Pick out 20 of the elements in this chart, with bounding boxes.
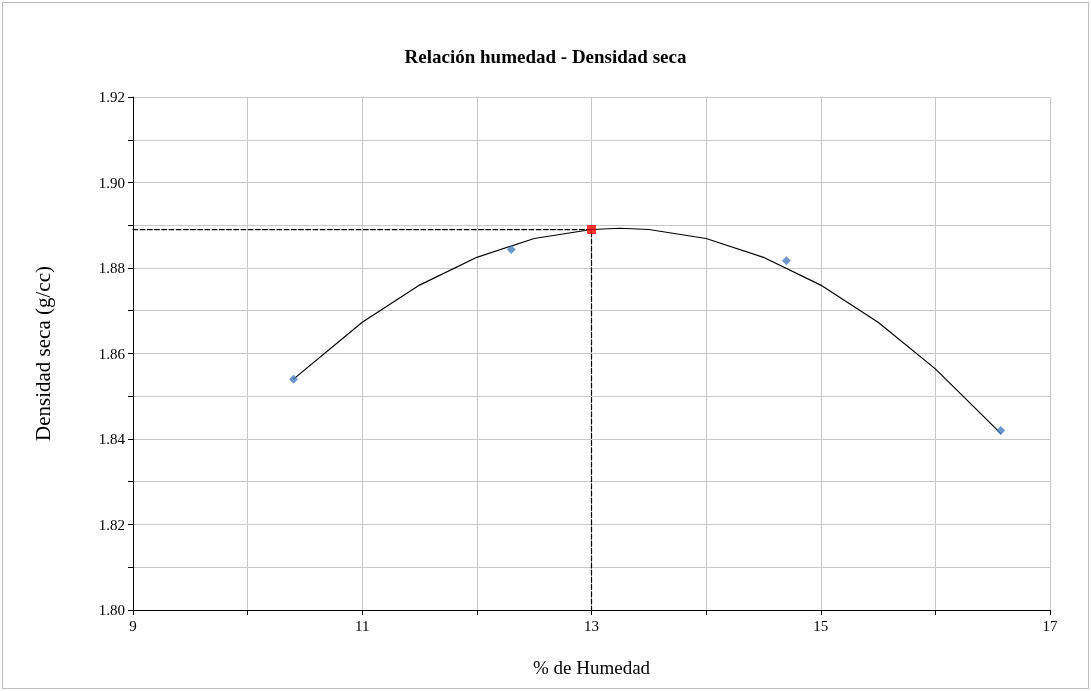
y-tick-label: 1.84	[98, 431, 126, 447]
chart-title: Relación humedad - Densidad seca	[404, 46, 687, 67]
x-tick-label: 9	[129, 617, 137, 634]
x-tick-label: 11	[355, 617, 370, 634]
x-tick-label: 13	[584, 617, 599, 634]
y-tick-label: 1.92	[98, 89, 125, 105]
y-tick-label: 1.88	[98, 260, 125, 276]
y-tick-label: 1.80	[98, 602, 125, 618]
x-tick-label: 15	[813, 617, 829, 634]
x-tick-label: 17	[1042, 617, 1058, 634]
y-tick-label: 1.86	[98, 345, 126, 362]
point	[288, 374, 298, 384]
point	[506, 245, 516, 255]
y-axis-title: Densidad seca (g/cc)	[30, 266, 55, 441]
point	[587, 225, 596, 235]
y-tick-label: 1.90	[98, 174, 125, 191]
point	[781, 256, 791, 266]
point	[996, 425, 1006, 435]
x-axis-title: % de Humedad	[532, 657, 651, 678]
y-tick-label: 1.82	[98, 516, 125, 533]
